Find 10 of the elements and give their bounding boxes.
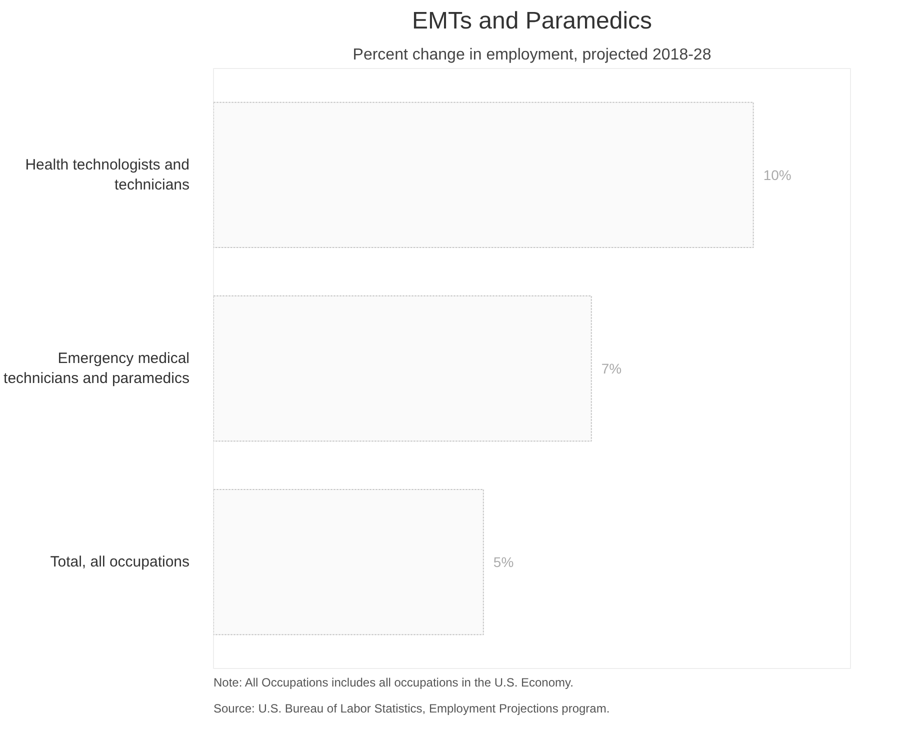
data-label: 7%	[601, 360, 622, 376]
y-tick-label: Total, all occupations	[50, 554, 190, 571]
data-label: 5%	[493, 554, 514, 570]
y-tick-label: Emergency medical technicians and paramedics	[4, 350, 190, 388]
source-note: Source: U.S. Bureau of Labor Statistics, Employment Projections program.	[214, 702, 610, 716]
data-label: 10%	[763, 166, 792, 183]
chart-subtitle: Percent change in employment, projected 2018-28	[352, 46, 712, 64]
chart-title: EMTs and Paramedics	[412, 8, 652, 34]
y-tick-label: Health technologists and technicians	[25, 156, 190, 194]
text: Note: All Occupations includes all occupations in the U.S. Economy.	[214, 676, 574, 690]
